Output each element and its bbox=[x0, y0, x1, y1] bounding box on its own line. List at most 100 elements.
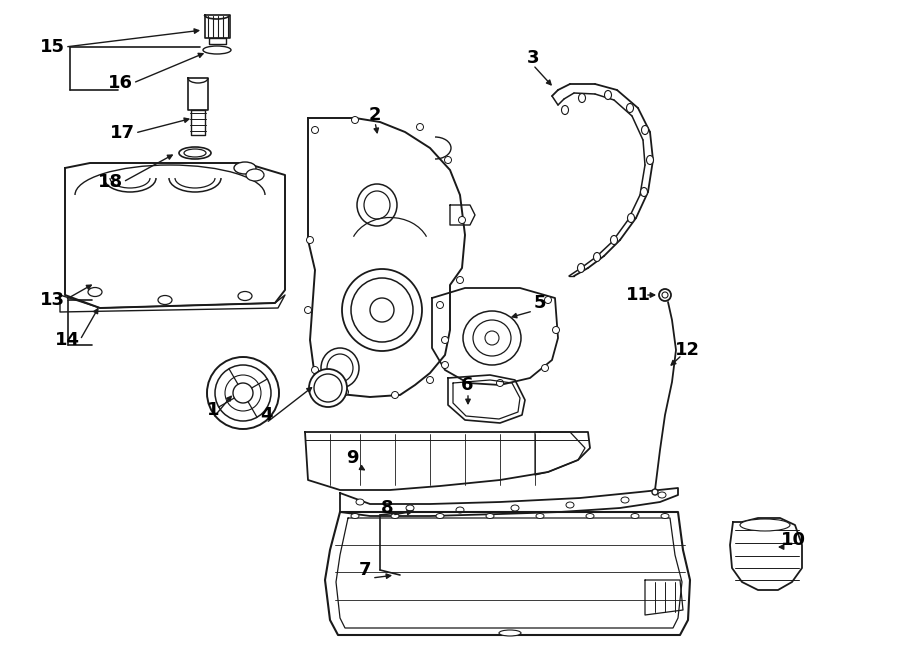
Text: 16: 16 bbox=[107, 74, 132, 92]
Ellipse shape bbox=[586, 514, 594, 518]
Polygon shape bbox=[65, 163, 285, 308]
Ellipse shape bbox=[158, 295, 172, 305]
Polygon shape bbox=[450, 205, 475, 225]
Text: 11: 11 bbox=[626, 286, 651, 304]
Ellipse shape bbox=[456, 507, 464, 513]
Ellipse shape bbox=[486, 514, 494, 518]
Text: 7: 7 bbox=[359, 561, 371, 579]
Ellipse shape bbox=[179, 147, 211, 159]
Ellipse shape bbox=[661, 514, 669, 518]
Ellipse shape bbox=[406, 505, 414, 511]
Ellipse shape bbox=[578, 264, 584, 272]
Ellipse shape bbox=[652, 489, 658, 495]
Text: 18: 18 bbox=[97, 173, 122, 191]
Ellipse shape bbox=[203, 46, 231, 54]
Ellipse shape bbox=[642, 126, 649, 134]
Ellipse shape bbox=[246, 169, 264, 181]
Ellipse shape bbox=[740, 519, 790, 531]
Ellipse shape bbox=[659, 289, 671, 301]
Ellipse shape bbox=[627, 214, 634, 223]
Ellipse shape bbox=[593, 253, 600, 262]
Ellipse shape bbox=[473, 320, 511, 356]
Text: 8: 8 bbox=[381, 499, 393, 517]
Ellipse shape bbox=[351, 514, 359, 518]
Text: 6: 6 bbox=[461, 376, 473, 394]
Ellipse shape bbox=[641, 188, 647, 196]
Text: 5: 5 bbox=[534, 294, 546, 312]
Polygon shape bbox=[191, 110, 205, 135]
Ellipse shape bbox=[311, 126, 319, 134]
Ellipse shape bbox=[497, 379, 503, 387]
Ellipse shape bbox=[392, 391, 399, 399]
Text: 13: 13 bbox=[40, 291, 65, 309]
Ellipse shape bbox=[88, 288, 102, 297]
Polygon shape bbox=[205, 15, 230, 38]
Ellipse shape bbox=[662, 292, 668, 298]
Ellipse shape bbox=[456, 276, 464, 284]
Ellipse shape bbox=[341, 389, 348, 395]
Polygon shape bbox=[448, 375, 525, 423]
Ellipse shape bbox=[304, 307, 311, 313]
Polygon shape bbox=[340, 488, 678, 516]
Ellipse shape bbox=[442, 362, 448, 368]
Ellipse shape bbox=[458, 217, 465, 223]
Polygon shape bbox=[325, 512, 690, 635]
Text: 14: 14 bbox=[55, 331, 79, 349]
Ellipse shape bbox=[352, 116, 358, 124]
Polygon shape bbox=[308, 118, 465, 397]
Polygon shape bbox=[730, 518, 802, 590]
Ellipse shape bbox=[579, 93, 586, 102]
Text: 3: 3 bbox=[526, 49, 539, 67]
Ellipse shape bbox=[536, 514, 544, 518]
Ellipse shape bbox=[351, 278, 413, 342]
Ellipse shape bbox=[566, 502, 574, 508]
Ellipse shape bbox=[342, 269, 422, 351]
Polygon shape bbox=[209, 38, 226, 44]
Polygon shape bbox=[305, 432, 590, 490]
Ellipse shape bbox=[499, 630, 521, 636]
Ellipse shape bbox=[646, 155, 653, 165]
Ellipse shape bbox=[605, 91, 611, 100]
Ellipse shape bbox=[553, 327, 560, 334]
Ellipse shape bbox=[621, 497, 629, 503]
Ellipse shape bbox=[309, 369, 347, 407]
Ellipse shape bbox=[356, 499, 364, 505]
Ellipse shape bbox=[215, 365, 271, 421]
Polygon shape bbox=[535, 432, 585, 475]
Ellipse shape bbox=[364, 191, 390, 219]
Text: 2: 2 bbox=[369, 106, 382, 124]
Text: 10: 10 bbox=[780, 531, 806, 549]
Polygon shape bbox=[645, 580, 683, 615]
Ellipse shape bbox=[314, 374, 342, 402]
Ellipse shape bbox=[234, 162, 256, 174]
Ellipse shape bbox=[207, 357, 279, 429]
Ellipse shape bbox=[436, 301, 444, 309]
Ellipse shape bbox=[562, 106, 569, 114]
Ellipse shape bbox=[370, 298, 394, 322]
Ellipse shape bbox=[542, 364, 548, 371]
Ellipse shape bbox=[311, 366, 319, 373]
Ellipse shape bbox=[321, 348, 359, 388]
Ellipse shape bbox=[357, 184, 397, 226]
Ellipse shape bbox=[658, 492, 666, 498]
Polygon shape bbox=[432, 288, 558, 385]
Ellipse shape bbox=[436, 514, 444, 518]
Ellipse shape bbox=[427, 377, 434, 383]
Ellipse shape bbox=[391, 514, 399, 518]
Ellipse shape bbox=[445, 157, 452, 163]
Text: 4: 4 bbox=[260, 406, 272, 424]
Ellipse shape bbox=[610, 235, 617, 245]
Ellipse shape bbox=[463, 311, 521, 365]
Polygon shape bbox=[188, 78, 208, 110]
Ellipse shape bbox=[485, 331, 499, 345]
Ellipse shape bbox=[417, 124, 424, 130]
Text: 1: 1 bbox=[207, 401, 220, 419]
Ellipse shape bbox=[184, 149, 206, 157]
Polygon shape bbox=[60, 295, 285, 312]
Ellipse shape bbox=[327, 354, 353, 382]
Ellipse shape bbox=[631, 514, 639, 518]
Ellipse shape bbox=[511, 505, 519, 511]
Ellipse shape bbox=[544, 297, 552, 303]
Text: 9: 9 bbox=[346, 449, 358, 467]
Ellipse shape bbox=[307, 237, 313, 243]
